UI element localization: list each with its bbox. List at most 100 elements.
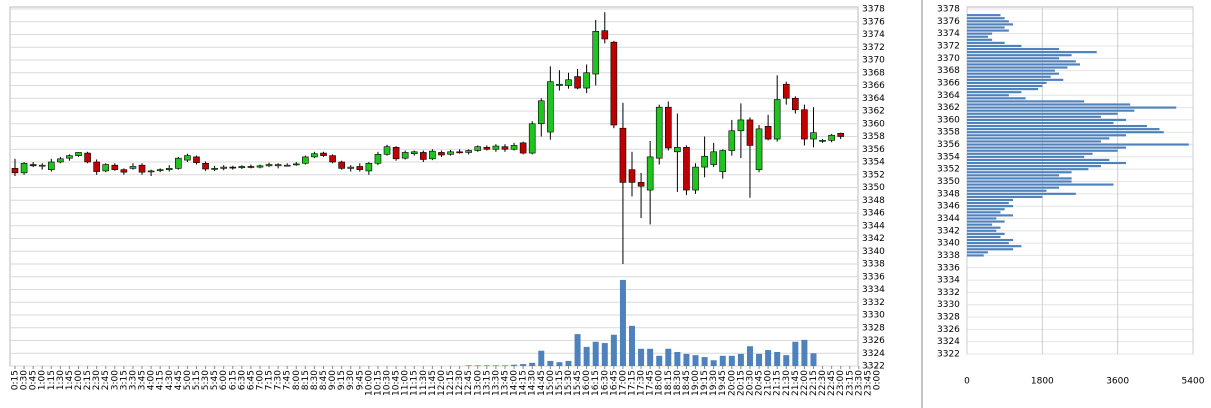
x-tick-label: 10:30: [383, 370, 393, 396]
profile-bar: [967, 214, 1014, 217]
candle-body: [510, 145, 518, 150]
x-tick-label: 16:15: [591, 370, 601, 396]
x-tick-label: 23:30: [854, 370, 864, 396]
profile-bar: [967, 161, 1127, 165]
x-tick-label: 0:30: [20, 370, 30, 390]
candle-body: [410, 151, 418, 155]
candle-body: [565, 79, 572, 86]
candle-body: [383, 146, 391, 155]
x-tick-label: 17:15: [628, 370, 638, 396]
candle-body: [665, 106, 672, 149]
y-tick-label: 3356: [862, 145, 885, 155]
profile-bar: [967, 242, 1009, 245]
candle-body: [810, 132, 817, 140]
profile-bar: [967, 14, 1001, 17]
candle-body: [374, 154, 382, 164]
profile-bar: [967, 60, 1076, 63]
y-tick-label: 3326: [862, 336, 885, 346]
profile-bar: [967, 137, 1110, 140]
y-tick-label: 3364: [862, 94, 885, 104]
x-tick-label: 20:30: [745, 370, 755, 396]
x-tick-label: 10:15: [373, 370, 383, 396]
candle-body: [547, 81, 554, 133]
volume-bar: [728, 355, 735, 366]
x-tick-label: 17:45: [646, 370, 656, 396]
x-tick-label: 0: [964, 377, 970, 387]
x-tick-label: 5:00: [183, 370, 193, 390]
y-tick-label: 3378: [862, 5, 885, 15]
x-tick-label: 8:15: [301, 370, 311, 390]
y-tick-label: 3354: [862, 158, 885, 168]
x-tick-label: 4:45: [174, 370, 184, 390]
candle-body: [356, 166, 364, 170]
x-tick-label: 12:15: [446, 370, 456, 396]
profile-bar: [967, 149, 1118, 152]
x-tick-label: 17:00: [618, 370, 628, 396]
profile-bar: [967, 140, 1101, 143]
x-tick-label: 1800: [1031, 377, 1054, 387]
x-tick-label: 10:00: [364, 370, 374, 396]
candle-body: [764, 126, 772, 140]
y-tick-label: 3344: [862, 221, 885, 231]
candle-body: [247, 166, 255, 168]
profile-bar: [967, 211, 1001, 214]
x-tick-label: 15:15: [555, 370, 565, 396]
x-tick-label: 3600: [1106, 377, 1129, 387]
x-tick-label: 13:30: [491, 370, 501, 396]
candle-body: [674, 147, 681, 153]
candle-body: [338, 161, 345, 169]
profile-bar: [967, 198, 1014, 202]
x-tick-label: 5400: [1182, 377, 1205, 387]
candle-body: [292, 163, 300, 166]
volume-bar: [565, 360, 572, 366]
volume-bar: [765, 350, 772, 366]
x-tick-label: 0:15: [11, 370, 21, 390]
profile-bar: [967, 174, 1060, 177]
candle-body: [193, 156, 200, 163]
y-tick-label: 3324: [937, 337, 960, 347]
x-tick-label: 3:15: [119, 370, 129, 390]
x-tick-label: 11:45: [428, 370, 438, 396]
volume-bar: [583, 346, 590, 366]
volume-bar: [756, 353, 763, 366]
candle-body: [283, 164, 291, 167]
x-tick-label: 12:00: [437, 370, 447, 396]
candle-body: [474, 146, 482, 151]
candle-body: [202, 162, 209, 170]
x-tick-label: 14:30: [528, 370, 538, 396]
y-tick-label: 3360: [862, 119, 885, 129]
y-tick-label: 3348: [937, 189, 960, 199]
profile-bar: [967, 232, 1005, 235]
profile-bar: [967, 158, 1110, 162]
profile-bar: [967, 254, 984, 257]
profile-bar: [967, 106, 1177, 109]
profile-bar: [967, 165, 1101, 168]
x-tick-label: 15:00: [546, 370, 556, 396]
candle-body: [710, 151, 717, 165]
y-tick-label: 3362: [862, 107, 885, 117]
x-tick-label: 5:15: [192, 370, 202, 390]
y-tick-label: 3330: [862, 311, 885, 321]
x-tick-label: 2:45: [101, 370, 111, 390]
candle-body: [184, 155, 191, 161]
x-tick-label: 5:30: [201, 370, 211, 390]
candle-body: [646, 156, 654, 191]
candle-body: [655, 106, 663, 159]
profile-bar: [967, 81, 1047, 85]
candle-body: [728, 130, 736, 151]
candle-body: [211, 168, 218, 170]
y-tick-label: 3346: [862, 209, 885, 219]
profile-bar: [967, 69, 1055, 72]
x-tick-label: 2:30: [92, 370, 102, 390]
candle-body: [365, 162, 373, 172]
candle-body: [320, 152, 327, 156]
x-tick-label: 7:45: [283, 370, 293, 390]
profile-bar: [967, 35, 988, 38]
candle-body: [737, 119, 745, 132]
profile-bar: [967, 226, 1001, 229]
x-tick-label: 16:30: [600, 370, 610, 396]
profile-bar: [967, 100, 1085, 103]
x-tick-label: 12:30: [455, 370, 465, 396]
profile-bar: [967, 20, 1009, 23]
y-tick-label: 3328: [862, 323, 885, 333]
